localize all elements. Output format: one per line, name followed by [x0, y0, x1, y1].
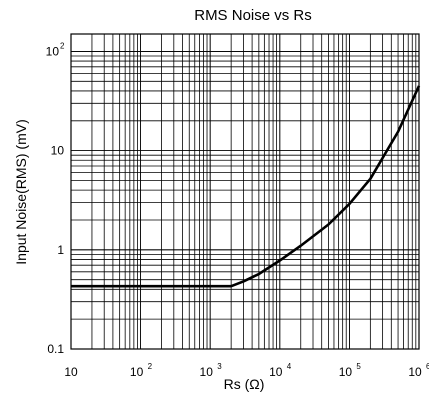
y-tick-label: 1: [57, 243, 64, 257]
y-tick-label: 0.1: [47, 342, 64, 356]
x-tick-exponent: 3: [217, 362, 222, 371]
y-tick-label: 10: [46, 45, 60, 59]
x-tick-labels: 10 10 2 10 3 10 4 10 5 10 6: [64, 362, 429, 379]
x-tick-exponent: 2: [148, 362, 153, 371]
x-tick-exponent: 5: [356, 362, 361, 371]
y-tick-exponent: 2: [60, 42, 65, 51]
y-axis-label: Input Noise(RMS) (mV): [13, 119, 29, 264]
chart-title: RMS Noise vs Rs: [194, 7, 312, 24]
series-line: [71, 85, 421, 288]
x-tick-label: 10: [64, 365, 78, 379]
x-tick-label: 10: [408, 365, 422, 379]
x-tick-label: 10: [130, 365, 144, 379]
x-tick-label: 10: [269, 365, 283, 379]
x-tick-exponent: 4: [287, 362, 292, 371]
plot-frame: [70, 33, 420, 350]
x-tick-label: 10: [339, 365, 353, 379]
y-tick-label: 10: [51, 144, 65, 158]
x-tick-exponent: 6: [426, 362, 429, 371]
x-axis-label: Rs (Ω): [224, 376, 265, 392]
x-tick-label: 10: [200, 365, 214, 379]
grid: [70, 34, 420, 350]
